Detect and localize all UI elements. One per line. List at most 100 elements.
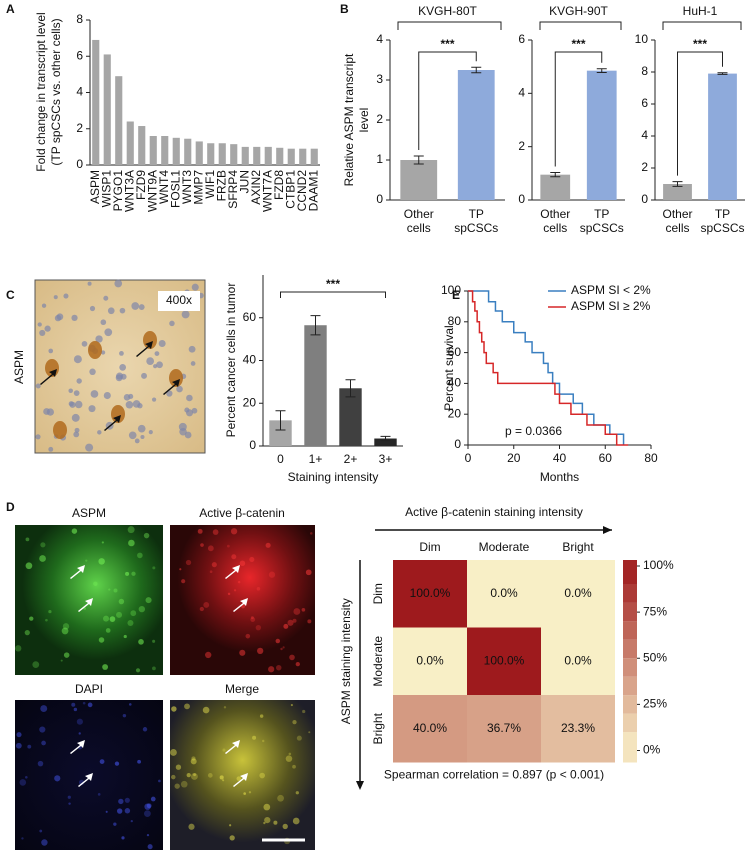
nucleus xyxy=(103,295,109,301)
bar xyxy=(195,141,203,165)
speck xyxy=(295,661,300,667)
colorbar-label: 100% xyxy=(643,558,674,572)
speck xyxy=(179,568,182,571)
column-label: Dim xyxy=(419,540,440,554)
x-tick-label: FZD8 xyxy=(272,170,286,200)
error-bar xyxy=(345,379,356,398)
heatmap-cell xyxy=(393,627,467,695)
speck xyxy=(283,623,289,629)
heatmap-cell xyxy=(467,627,541,695)
x-tick-label: TP xyxy=(715,207,730,221)
bar xyxy=(115,76,123,165)
x-tick-label: CTBP1 xyxy=(283,170,297,209)
x-tick-label: 60 xyxy=(599,451,613,465)
x-tick-label: TP xyxy=(469,207,484,221)
colorbar-band xyxy=(623,602,637,622)
nucleus xyxy=(81,341,88,347)
speck xyxy=(275,638,281,644)
speck xyxy=(185,559,192,566)
nucleus xyxy=(107,307,115,315)
ihc-label: ASPM xyxy=(12,350,26,384)
x-tick-label: 2+ xyxy=(344,452,358,466)
nucleus xyxy=(48,446,54,452)
speck xyxy=(252,735,257,740)
nucleus xyxy=(53,295,58,300)
nucleus xyxy=(39,329,46,336)
y-tick-label: 2 xyxy=(376,112,383,126)
survival-line xyxy=(468,290,629,446)
speck xyxy=(205,651,212,659)
colorbar-label: 0% xyxy=(643,743,661,757)
y-tick-label: 100 xyxy=(441,283,461,297)
speck xyxy=(39,829,43,833)
nucleus xyxy=(71,314,78,322)
arrow-head xyxy=(356,781,364,790)
speck xyxy=(263,821,266,825)
nucleus xyxy=(181,310,190,319)
bar xyxy=(172,137,180,165)
cell-label: 100.0% xyxy=(484,653,525,667)
speck xyxy=(282,823,288,830)
significance-bracket xyxy=(554,51,603,167)
bar xyxy=(339,388,362,446)
bar xyxy=(126,121,134,165)
nucleus xyxy=(44,325,51,332)
speck xyxy=(226,544,230,548)
speck xyxy=(16,732,22,738)
arrow-head xyxy=(603,526,612,534)
speck xyxy=(25,562,33,570)
x-tick-label: cells xyxy=(665,221,689,235)
speck xyxy=(211,562,217,568)
nucleus xyxy=(74,400,83,409)
speck xyxy=(293,608,301,615)
nucleus xyxy=(74,427,80,433)
speck xyxy=(265,542,271,548)
speck xyxy=(138,639,144,645)
x-tick-label: Other xyxy=(662,207,692,221)
y-axis-label: Fold change in transcript level xyxy=(34,12,48,171)
nucleus xyxy=(169,320,175,327)
speck xyxy=(239,649,246,656)
nucleus xyxy=(186,409,194,417)
speck xyxy=(171,706,177,712)
speck xyxy=(285,755,293,762)
speck xyxy=(25,537,30,542)
significance: *** xyxy=(571,37,585,51)
speck xyxy=(144,803,151,810)
speck xyxy=(124,797,130,803)
row-label: Bright xyxy=(371,712,385,744)
speck xyxy=(158,779,161,783)
bar xyxy=(374,438,397,446)
error-bar xyxy=(672,181,683,187)
x-tick-label: FOSL1 xyxy=(168,170,182,208)
x-tick-label: 1+ xyxy=(309,452,323,466)
bar xyxy=(241,146,249,165)
speck xyxy=(138,605,146,613)
speck xyxy=(116,808,123,814)
colorbar-band xyxy=(623,560,637,585)
y-tick-label: 40 xyxy=(243,353,257,367)
x-tick-label: spCSCs xyxy=(700,221,744,235)
stained-cell xyxy=(88,341,102,359)
colorbar-band xyxy=(623,732,637,763)
panel-letter: E xyxy=(452,288,460,302)
nucleus xyxy=(73,355,82,364)
y-axis-label: ASPM staining intensity xyxy=(339,598,353,724)
nucleus xyxy=(73,390,80,397)
speck xyxy=(41,740,46,746)
error-bar xyxy=(596,68,607,74)
error-bar xyxy=(717,72,728,75)
speck xyxy=(152,639,156,643)
speck xyxy=(116,611,123,618)
annotation: p = 0.0366 xyxy=(505,424,562,438)
title-bracket xyxy=(662,21,742,30)
nucleus xyxy=(131,302,140,310)
x-tick-label: MMP7 xyxy=(191,170,205,205)
nucleus xyxy=(128,431,137,440)
bar xyxy=(138,126,146,165)
speck xyxy=(85,559,88,562)
speck xyxy=(146,833,150,837)
speck xyxy=(127,619,134,627)
speck xyxy=(193,773,197,777)
nucleus xyxy=(115,374,123,382)
